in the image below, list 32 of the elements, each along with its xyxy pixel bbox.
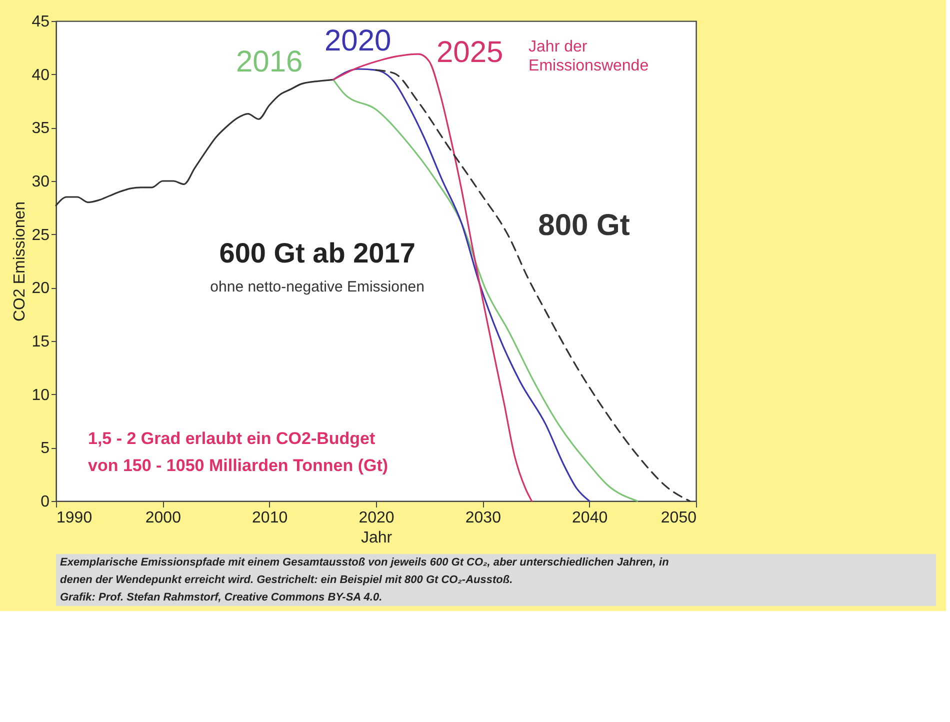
y-tick-label: 10	[32, 386, 50, 404]
text: Exemplarische Emissionspfade mit einem Gesamtausstoß von jeweils 600 Gt CO₂, aber unterschiedlichen Jahren, in	[60, 556, 670, 569]
series-label: 2025	[436, 36, 504, 69]
series-label: 2020	[324, 24, 392, 58]
annotation: Jahr der Emissionswende	[528, 38, 649, 75]
y-tick-label: 15	[32, 334, 50, 350]
x-tick-label: 2040	[572, 510, 608, 526]
y-tick-label: 40	[32, 66, 50, 84]
text: denen der Wendepunkt erreicht wird. Gestrichelt: ein Beispiel mit 800 Gt CO₂-Ausstoß.	[60, 574, 513, 586]
x-tick-label: 2000	[145, 510, 182, 526]
y-tick-label: 30	[32, 174, 50, 190]
y-tick-label: 45	[32, 14, 50, 30]
x-tick-label: 2020	[358, 510, 394, 526]
annotation: 1,5 - 2 Grad erlaubt ein CO2-Budget	[88, 429, 376, 448]
line-series	[55, 78, 334, 206]
y-tick-label: 25	[32, 226, 50, 244]
annotation: ohne netto-negative Emissionen	[210, 278, 424, 296]
text: Grafik: Prof. Stefan Rahmstorf, Creative Commons BY-SA 4.0.	[60, 591, 382, 604]
annotation: 600 Gt ab 2017	[219, 238, 416, 269]
x-tick-label: 2050	[660, 510, 697, 526]
x-tick-label: 1990	[56, 510, 92, 526]
y-tick-label: 0	[40, 494, 50, 510]
y-tick-label: 20	[32, 280, 50, 298]
series-label: 2016	[236, 46, 303, 79]
y-tick-label: 5	[40, 440, 50, 458]
annotation: von 150 - 1050 Milliarden Tonnen (Gt)	[88, 456, 388, 475]
y-axis-title: CO2 Emissionen	[12, 201, 29, 322]
x-tick-label: 2010	[252, 510, 288, 526]
series-label: 800 Gt	[538, 208, 630, 242]
x-tick-label: 2030	[465, 510, 502, 526]
x-axis-title: Jahr	[360, 530, 393, 546]
y-tick-label: 35	[32, 120, 50, 138]
